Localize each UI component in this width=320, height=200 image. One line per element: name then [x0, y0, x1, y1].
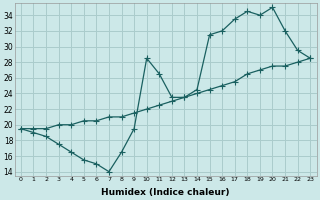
X-axis label: Humidex (Indice chaleur): Humidex (Indice chaleur) — [101, 188, 230, 197]
